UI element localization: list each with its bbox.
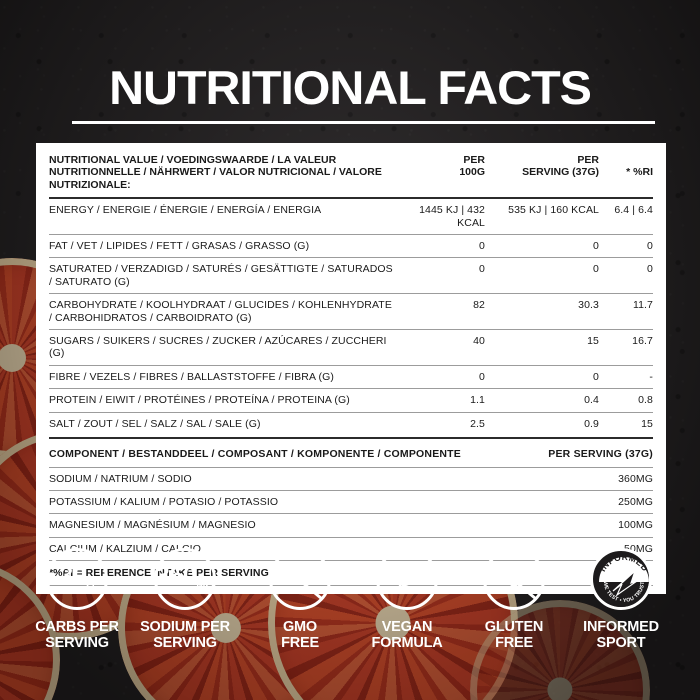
row-per-100g: 82 (393, 293, 489, 330)
row-name: FIBRE / VEZELS / FIBRES / BALLASTSTOFFE … (49, 364, 393, 389)
row-per-100g: 0 (393, 257, 489, 294)
table-row: SUGARS / SUIKERS / SUCRES / ZUCKER / AZÚ… (49, 329, 653, 366)
row-name: SALT / ZOUT / SEL / SALZ / SAL / SALE (G… (49, 411, 393, 436)
gmo-free-icon: GMO (269, 548, 331, 610)
row-name: SATURATED / VERZADIGD / SATURÉS / GESÄTT… (49, 257, 393, 294)
row-per-serving: 250MG (513, 489, 653, 514)
row-per-serving: 535 KJ | 160 KCAL (489, 197, 603, 235)
row-per-serving: 30.3 (489, 293, 603, 330)
row-name: SUGARS / SUIKERS / SUCRES / ZUCKER / AZÚ… (49, 329, 393, 366)
badge-carbs-per-serving: 30G CARBS PER SERVING (23, 548, 131, 651)
row-ri: 16.7 (603, 329, 653, 366)
badge-label: CARBS PER SERVING (35, 619, 119, 651)
component-table: COMPONENT / BESTANDDEEL / COMPOSANT / KO… (49, 437, 653, 585)
row-per-100g: 40 (393, 329, 489, 366)
badge-label: VEGAN FORMULA (371, 619, 443, 651)
row-per-serving: 0.9 (489, 411, 603, 436)
component-header-row: COMPONENT / BESTANDDEEL / COMPOSANT / KO… (49, 437, 653, 467)
gluten-free-wheat-icon (483, 548, 545, 610)
row-ri: 0.8 (603, 388, 653, 413)
row-per-100g: 0 (393, 234, 489, 258)
table-row: SALT / ZOUT / SEL / SALZ / SAL / SALE (G… (49, 411, 653, 436)
badge-gmo-free: GMO GMO FREE (246, 548, 354, 651)
row-per-serving: 100MG (513, 513, 653, 538)
row-per-100g: 1.1 (393, 388, 489, 413)
row-per-serving: 360MG (513, 466, 653, 491)
sodium-badge-icon: 360MG (154, 548, 216, 610)
row-ri: 6.4 | 6.4 (603, 197, 653, 235)
table-row: POTASSIUM / KALIUM / POTASIO / POTASSIO … (49, 489, 653, 514)
table-bottom-rule (49, 584, 653, 586)
row-name: FAT / VET / LIPIDES / FETT / GRASAS / GR… (49, 234, 393, 258)
table-row: CARBOHYDRATE / KOOLHYDRAAT / GLUCIDES / … (49, 293, 653, 330)
badge-sodium-per-serving: 360MG SODIUM PER SERVING (131, 548, 239, 651)
badge-vegan-formula: VEGAN FORMULA (353, 548, 461, 651)
row-per-serving: 0 (489, 364, 603, 389)
row-per-100g: 0 (393, 364, 489, 389)
table-row: SODIUM / NATRIUM / SODIO 360MG (49, 466, 653, 491)
row-name: POTASSIUM / KALIUM / POTASIO / POTASSIO (49, 489, 513, 514)
header-component-per-serving: PER SERVING (37G) (513, 437, 653, 467)
table-row: FAT / VET / LIPIDES / FETT / GRASAS / GR… (49, 234, 653, 258)
header-per-100g: PER 100G (459, 154, 485, 179)
carbs-value: 30G (59, 562, 95, 592)
row-name: ENERGY / ENERGIE / ÉNERGIE / ENERGÍA / E… (49, 197, 393, 235)
nutrition-facts-table: NUTRITIONAL VALUE / VOEDINGSWAARDE / LA … (49, 152, 653, 436)
row-per-100g: 1445 KJ | 432 KCAL (393, 197, 489, 235)
row-name: SODIUM / NATRIUM / SODIO (49, 466, 513, 491)
row-ri: 0 (603, 234, 653, 258)
informed-sport-icon: INFORMED WE TEST • YOU TRUST (590, 548, 652, 610)
badge-gluten-free: GLUTEN FREE (460, 548, 568, 651)
title-underline (72, 121, 655, 124)
header-nutritional-value: NUTRITIONAL VALUE / VOEDINGSWAARDE / LA … (49, 154, 382, 191)
row-per-100g: 2.5 (393, 411, 489, 436)
header-component: COMPONENT / BESTANDDEEL / COMPOSANT / KO… (49, 437, 513, 467)
row-ri: 15 (603, 411, 653, 436)
nutrition-facts-card: NUTRITIONAL VALUE / VOEDINGSWAARDE / LA … (36, 143, 666, 594)
badge-label: INFORMED SPORT (583, 619, 659, 651)
row-name: CARBOHYDRATE / KOOLHYDRAAT / GLUCIDES / … (49, 293, 393, 330)
badge-label: GMO FREE (281, 619, 319, 651)
header-per-serving: PER SERVING (37G) (522, 154, 599, 179)
page-title: NUTRITIONAL FACTS (109, 61, 592, 114)
table-row: FIBRE / VEZELS / FIBRES / BALLASTSTOFFE … (49, 364, 653, 389)
table-row: MAGNESIUM / MAGNÉSIUM / MAGNESIO 100MG (49, 513, 653, 538)
page-title-wrapper: NUTRITIONAL FACTS (0, 62, 700, 114)
row-per-serving: 0 (489, 257, 603, 294)
badge-informed-sport: INFORMED WE TEST • YOU TRUST INFORMED SP… (567, 548, 675, 651)
table-header-row: NUTRITIONAL VALUE / VOEDINGSWAARDE / LA … (49, 152, 653, 198)
row-per-serving: 0 (489, 234, 603, 258)
row-ri: 11.7 (603, 293, 653, 330)
row-ri: - (603, 364, 653, 389)
table-row: PROTEIN / EIWIT / PROTÉINES / PROTEÍNA /… (49, 388, 653, 413)
carbs-badge-icon: 30G (46, 548, 108, 610)
badge-label: GLUTEN FREE (484, 619, 544, 651)
sodium-value: 360MG (156, 562, 214, 592)
feature-badges: 30G CARBS PER SERVING 360MG SODIUM PER S… (0, 548, 700, 688)
row-ri: 0 (603, 257, 653, 294)
row-name: PROTEIN / EIWIT / PROTÉINES / PROTEÍNA /… (49, 388, 393, 413)
table-row: SATURATED / VERZADIGD / SATURÉS / GESÄTT… (49, 257, 653, 294)
header-ri: * %RI (626, 166, 653, 179)
badge-label: SODIUM PER SERVING (140, 619, 230, 651)
row-name: MAGNESIUM / MAGNÉSIUM / MAGNESIO (49, 513, 513, 538)
vegan-leaf-icon (376, 548, 438, 610)
table-row: ENERGY / ENERGIE / ÉNERGIE / ENERGÍA / E… (49, 197, 653, 235)
row-per-serving: 0.4 (489, 388, 603, 413)
row-per-serving: 15 (489, 329, 603, 366)
